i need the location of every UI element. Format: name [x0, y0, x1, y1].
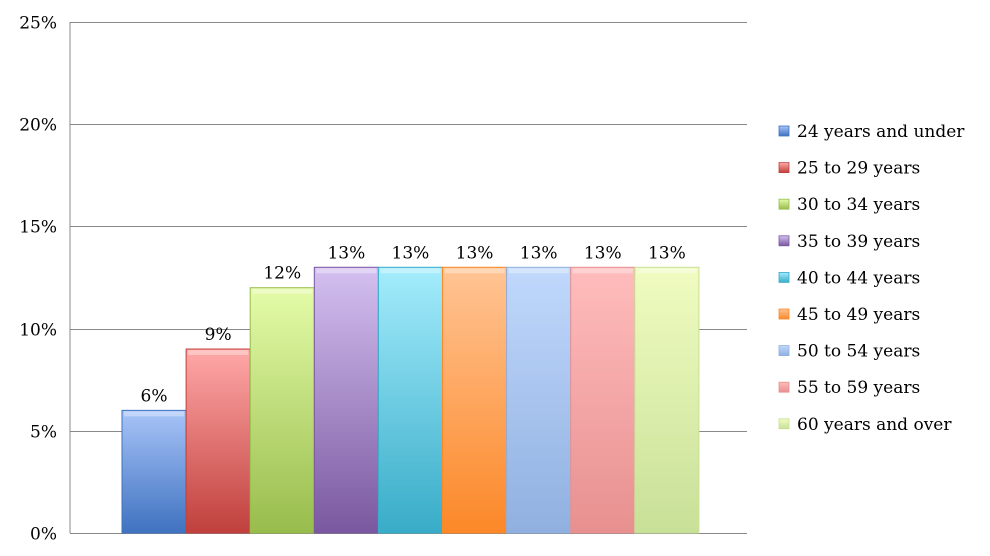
legend-label: 25 to 29 years [797, 159, 920, 179]
legend-swatch [778, 381, 790, 393]
bar-bevel [124, 411, 185, 417]
y-tick-label: 5% [30, 423, 57, 443]
bar [121, 409, 187, 534]
data-label: 13% [520, 243, 558, 263]
data-label: 6% [141, 386, 168, 406]
bar-bevel [636, 268, 697, 274]
bar-bevel [316, 268, 377, 274]
data-label: 9% [205, 325, 232, 345]
bar-bevel [252, 288, 313, 294]
bar [249, 287, 315, 534]
y-tick-label: 25% [19, 14, 57, 34]
data-label: 13% [392, 243, 430, 263]
bar [570, 266, 636, 534]
data-label: 13% [327, 243, 365, 263]
legend-label: 45 to 49 years [797, 305, 920, 325]
legend-swatch [778, 271, 790, 283]
legend-label: 60 years and over [797, 415, 952, 435]
legend-label: 30 to 34 years [797, 195, 920, 215]
data-label: 13% [584, 243, 622, 263]
bar [377, 266, 443, 534]
y-tick-label: 20% [19, 116, 57, 136]
y-tick-label: 15% [19, 218, 57, 238]
bar [634, 266, 700, 534]
legend-swatch [778, 308, 790, 320]
legend-swatch [778, 162, 790, 174]
data-label: 13% [648, 243, 686, 263]
legend-label: 50 to 54 years [797, 342, 920, 362]
legend-swatch [778, 125, 790, 137]
legend-swatch [778, 345, 790, 357]
legend: 24 years and under 25 to 29 years 30 to 34… [778, 122, 965, 435]
bar-bevel [572, 268, 633, 274]
data-labels: 6% 9% 12% 13% 13% 13% 13% 13% 13% [141, 243, 686, 406]
legend-label: 40 to 44 years [797, 268, 920, 288]
bar [185, 348, 251, 534]
y-tick-label: 10% [19, 321, 57, 341]
legend-label: 24 years and under [797, 122, 965, 142]
bar [506, 266, 572, 534]
legend-swatch [778, 418, 790, 430]
bars [121, 266, 700, 534]
bar-bevel [508, 268, 569, 274]
legend-swatch [778, 198, 790, 210]
legend-label: 55 to 59 years [797, 378, 920, 398]
bar-bevel [444, 268, 505, 274]
bar-bevel [188, 350, 249, 356]
legend-label: 35 to 39 years [797, 232, 920, 252]
legend-swatch [778, 235, 790, 247]
y-tick-label: 0% [30, 525, 57, 545]
bar-bevel [380, 268, 441, 274]
y-axis-ticks: 0% 5% 10% 15% 20% 25% [19, 14, 57, 545]
bar [442, 266, 508, 534]
data-label: 13% [456, 243, 494, 263]
bar [313, 266, 379, 534]
data-label: 12% [263, 264, 301, 284]
